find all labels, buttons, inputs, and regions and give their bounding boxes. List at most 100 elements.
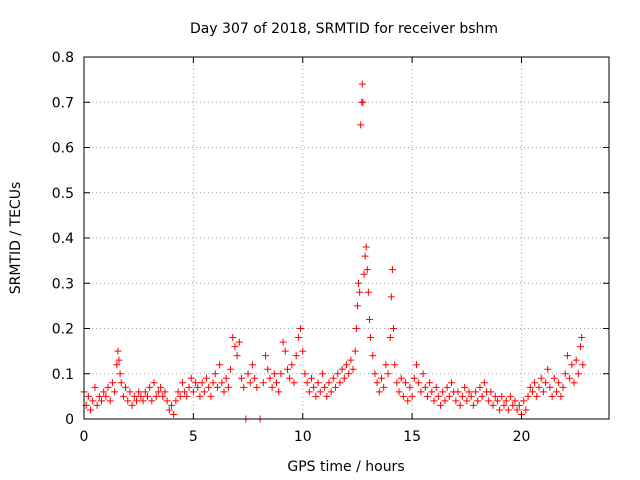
data-point [266, 374, 274, 382]
data-point [373, 379, 381, 387]
data-point [336, 379, 344, 387]
data-point [539, 388, 547, 396]
data-point [150, 379, 158, 387]
data-point [301, 370, 309, 378]
data-point [273, 379, 280, 387]
data-point [262, 352, 270, 360]
data-point [454, 388, 462, 396]
data-point [561, 370, 569, 378]
data-point [524, 392, 532, 400]
data-point [181, 388, 189, 396]
data-point [253, 383, 261, 391]
data-point [356, 288, 364, 296]
data-point [305, 388, 313, 396]
data-point [312, 392, 320, 400]
data-point [388, 266, 396, 274]
data-point [557, 392, 565, 400]
data-point [238, 374, 245, 382]
data-point [325, 379, 333, 387]
data-point [474, 397, 482, 405]
data-point [502, 397, 510, 405]
data-point [359, 98, 367, 106]
data-point [408, 392, 416, 400]
data-point [360, 270, 368, 278]
data-point [161, 388, 169, 396]
data-point [229, 334, 237, 342]
data-point [279, 338, 287, 346]
data-point [209, 379, 217, 387]
data-point [365, 315, 373, 323]
data-point [391, 361, 399, 369]
data-points [80, 80, 587, 423]
data-point [251, 374, 259, 382]
data-point [244, 370, 252, 378]
data-point [563, 352, 571, 360]
data-point [399, 392, 407, 400]
data-point [463, 397, 471, 405]
data-point [231, 343, 239, 351]
data-point [349, 365, 357, 373]
data-point [91, 383, 99, 391]
data-point [316, 388, 324, 396]
data-point [361, 252, 369, 260]
data-point [568, 361, 576, 369]
data-point [439, 388, 447, 396]
data-point [84, 392, 92, 400]
data-point [299, 347, 307, 355]
data-point [546, 383, 554, 391]
data-point [194, 383, 202, 391]
data-point [327, 388, 335, 396]
data-point [152, 392, 160, 400]
data-point [165, 406, 173, 414]
data-point [233, 352, 241, 360]
data-point [469, 401, 477, 409]
data-point [352, 325, 360, 332]
data-point [458, 392, 466, 400]
data-point [143, 392, 151, 400]
data-point [353, 302, 361, 310]
data-point [303, 379, 311, 387]
data-point [192, 379, 200, 387]
data-point [323, 392, 331, 400]
data-point [113, 361, 121, 369]
data-point [154, 388, 162, 396]
data-point [500, 401, 508, 409]
data-point [402, 379, 410, 387]
data-point [548, 392, 556, 400]
data-point [504, 406, 512, 414]
data-point [130, 392, 138, 400]
data-point [286, 374, 294, 382]
data-point [198, 379, 206, 387]
data-point [185, 383, 193, 391]
data-point [172, 397, 180, 405]
data-point [378, 374, 385, 382]
data-point [310, 383, 318, 391]
data-point [355, 279, 363, 287]
data-point [168, 401, 175, 409]
data-point [343, 361, 350, 369]
grid-layer [84, 57, 609, 419]
data-point [277, 370, 285, 378]
data-point [410, 374, 418, 382]
data-point [432, 383, 440, 391]
data-point [108, 379, 116, 387]
data-point [87, 406, 95, 414]
data-point [397, 374, 405, 382]
x-tick-label: 20 [513, 429, 531, 445]
data-point [489, 401, 497, 409]
data-point [550, 374, 558, 382]
data-point [117, 379, 125, 387]
data-point [498, 392, 506, 400]
data-point [114, 347, 122, 355]
data-point [507, 392, 515, 400]
data-point [380, 383, 388, 391]
data-point [133, 397, 140, 405]
data-point [332, 383, 340, 391]
data-point [124, 397, 132, 405]
data-point [362, 243, 370, 251]
x-axis-label: GPS time / hours [287, 459, 404, 475]
data-point [577, 343, 585, 351]
data-point [461, 383, 469, 391]
data-point [111, 388, 119, 396]
data-point [406, 383, 414, 391]
